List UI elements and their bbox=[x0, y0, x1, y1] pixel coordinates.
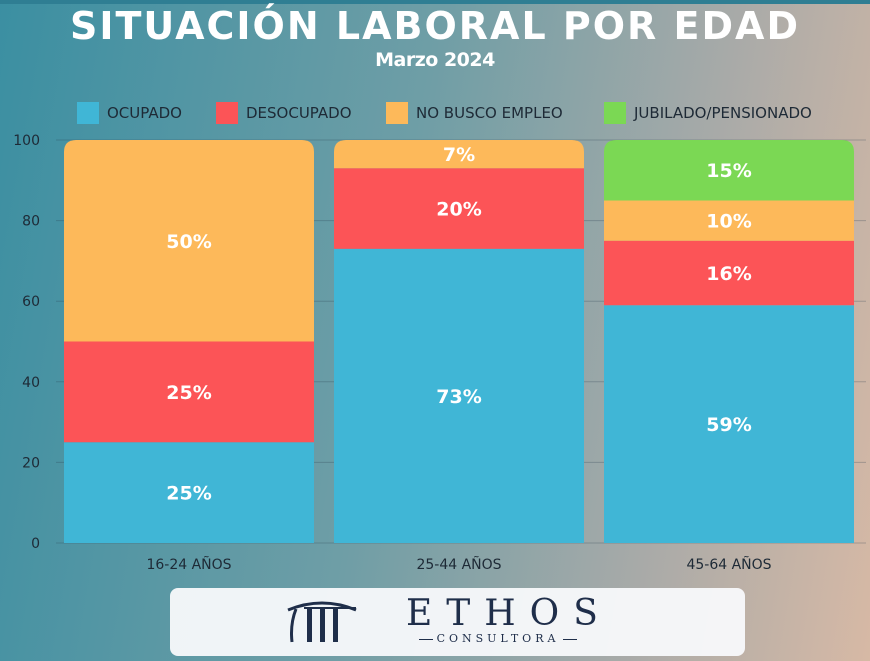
x-tick-label-25-44-a-os: 25-44 AÑOS bbox=[416, 556, 501, 573]
legend-swatch-ocupado bbox=[77, 102, 99, 124]
logo-wordmark: ETHOS bbox=[406, 593, 612, 634]
y-tick-label-40: 40 bbox=[22, 375, 40, 391]
legend-swatch-jubilado bbox=[604, 102, 626, 124]
legend-label-jubilado: JUBILADO/PENSIONADO bbox=[634, 104, 812, 122]
data-label-25-44-a-os-ocupado: 73% bbox=[436, 386, 481, 408]
legend-item-ocupado: OCUPADO bbox=[77, 100, 182, 126]
logo-tagline: CONSULTORA bbox=[406, 632, 590, 646]
logo-banner: ETHOS CONSULTORA bbox=[170, 588, 745, 656]
legend-item-no-busco-empleo: NO BUSCO EMPLEO bbox=[386, 100, 563, 126]
x-tick-label-16-24-a-os: 16-24 AÑOS bbox=[146, 556, 231, 573]
legend-swatch-no-busco-empleo bbox=[386, 102, 408, 124]
chart-legend: OCUPADO DESOCUPADO NO BUSCO EMPLEO JUBIL… bbox=[0, 100, 870, 126]
x-tick-label-45-64-a-os: 45-64 AÑOS bbox=[686, 556, 771, 573]
bar-45-64-a-os-jubilado-pensionado bbox=[604, 140, 854, 201]
data-label-45-64-a-os-jubilado-pensionado: 15% bbox=[706, 160, 751, 182]
bar-16-24-a-os-desocupado bbox=[64, 341, 314, 443]
y-tick-label-60: 60 bbox=[22, 294, 40, 310]
top-border bbox=[0, 0, 870, 4]
legend-item-desocupado: DESOCUPADO bbox=[216, 100, 352, 126]
chart-title: SITUACIÓN LABORAL POR EDAD bbox=[70, 4, 800, 48]
chart-subtitle: Marzo 2024 bbox=[375, 49, 495, 71]
legend-label-no-busco-empleo: NO BUSCO EMPLEO bbox=[416, 104, 563, 122]
bar-25-44-a-os-ocupado bbox=[334, 248, 584, 543]
data-label-25-44-a-os-no-busco-empleo: 7% bbox=[443, 144, 475, 166]
legend-swatch-desocupado bbox=[216, 102, 238, 124]
bar-45-64-a-os-ocupado bbox=[604, 305, 854, 543]
stacked-bar-chart: 0 20 40 60 80 100 25% 25% 50% 16-24 AÑOS 73% 20% 7% 2… bbox=[13, 133, 866, 573]
bar-45-64-a-os-no-busco-empleo bbox=[604, 200, 854, 241]
y-tick-label-0: 0 bbox=[31, 536, 40, 552]
bar-25-44-a-os-no-busco-empleo bbox=[334, 140, 584, 169]
bar-16-24-a-os-no-busco-empleo bbox=[64, 140, 314, 342]
data-label-16-24-a-os-desocupado: 25% bbox=[166, 382, 211, 404]
columns-logo-icon bbox=[287, 601, 357, 643]
data-label-45-64-a-os-ocupado: 59% bbox=[706, 414, 751, 436]
legend-label-ocupado: OCUPADO bbox=[107, 104, 182, 122]
data-label-16-24-a-os-no-busco-empleo: 50% bbox=[166, 231, 211, 253]
data-label-45-64-a-os-no-busco-empleo: 10% bbox=[706, 211, 751, 233]
legend-item-jubilado: JUBILADO/PENSIONADO bbox=[604, 100, 812, 126]
data-label-45-64-a-os-desocupado: 16% bbox=[706, 263, 751, 285]
legend-label-desocupado: DESOCUPADO bbox=[246, 104, 352, 122]
bar-16-24-a-os-ocupado bbox=[64, 442, 314, 543]
bar-45-64-a-os-desocupado bbox=[604, 240, 854, 306]
y-tick-label-80: 80 bbox=[22, 214, 40, 230]
y-tick-label-100: 100 bbox=[13, 133, 40, 149]
bar-25-44-a-os-desocupado bbox=[334, 168, 584, 249]
data-label-25-44-a-os-desocupado: 20% bbox=[436, 199, 481, 221]
data-label-16-24-a-os-ocupado: 25% bbox=[166, 483, 211, 505]
y-tick-label-20: 20 bbox=[22, 455, 40, 471]
